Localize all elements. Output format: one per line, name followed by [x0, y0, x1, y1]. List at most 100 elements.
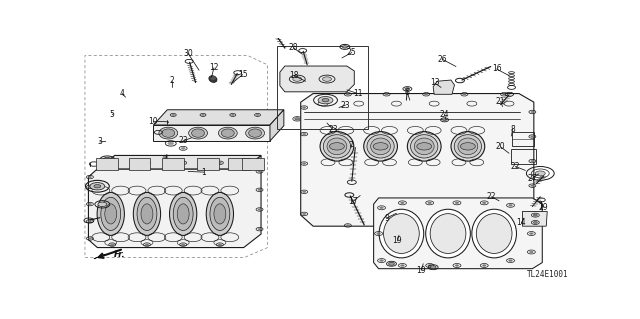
- Ellipse shape: [105, 204, 116, 224]
- Circle shape: [377, 233, 380, 234]
- Ellipse shape: [248, 129, 262, 137]
- Bar: [311, 95, 335, 112]
- Bar: [277, 46, 368, 129]
- Text: 26: 26: [437, 55, 447, 64]
- Circle shape: [242, 163, 245, 165]
- Circle shape: [455, 264, 459, 266]
- Circle shape: [303, 133, 306, 135]
- Circle shape: [502, 225, 506, 226]
- Ellipse shape: [101, 197, 121, 231]
- Circle shape: [535, 171, 545, 176]
- Circle shape: [88, 203, 92, 205]
- Text: 4: 4: [120, 89, 125, 98]
- Text: 3: 3: [97, 137, 102, 146]
- Circle shape: [380, 207, 383, 209]
- Circle shape: [531, 210, 534, 211]
- Text: 25: 25: [347, 48, 356, 57]
- Bar: [385, 95, 408, 112]
- Bar: [242, 159, 264, 170]
- Circle shape: [533, 221, 538, 224]
- Circle shape: [509, 204, 512, 206]
- Circle shape: [323, 77, 332, 81]
- Text: 16: 16: [492, 64, 502, 73]
- Ellipse shape: [214, 204, 226, 224]
- Circle shape: [483, 202, 486, 204]
- Ellipse shape: [137, 197, 157, 231]
- Text: TL24E1001: TL24E1001: [527, 270, 568, 278]
- Text: 13: 13: [430, 78, 440, 87]
- Bar: [460, 95, 484, 112]
- Ellipse shape: [364, 132, 397, 161]
- Ellipse shape: [162, 129, 175, 137]
- Circle shape: [88, 220, 92, 222]
- Circle shape: [303, 163, 306, 164]
- Ellipse shape: [159, 127, 178, 139]
- Text: 15: 15: [238, 70, 248, 79]
- Circle shape: [529, 214, 533, 216]
- Circle shape: [531, 185, 534, 186]
- Ellipse shape: [454, 135, 481, 158]
- Text: 19: 19: [392, 236, 403, 245]
- Bar: [97, 159, 118, 170]
- Circle shape: [502, 93, 506, 95]
- Circle shape: [202, 114, 204, 115]
- Text: Fr.: Fr.: [114, 250, 125, 259]
- Circle shape: [98, 202, 107, 206]
- Circle shape: [529, 251, 533, 253]
- Circle shape: [339, 98, 344, 100]
- Circle shape: [172, 114, 175, 115]
- Circle shape: [401, 202, 404, 204]
- Text: 19: 19: [417, 266, 426, 275]
- Ellipse shape: [426, 209, 470, 258]
- Text: 2: 2: [170, 76, 174, 85]
- Circle shape: [483, 264, 486, 266]
- Ellipse shape: [173, 197, 193, 231]
- Ellipse shape: [367, 135, 394, 158]
- Circle shape: [295, 118, 300, 120]
- Ellipse shape: [458, 138, 478, 155]
- Circle shape: [460, 143, 476, 150]
- Ellipse shape: [221, 129, 234, 137]
- Ellipse shape: [141, 204, 153, 224]
- Bar: [197, 159, 219, 170]
- Circle shape: [529, 233, 533, 234]
- Text: 1: 1: [202, 168, 206, 177]
- Circle shape: [425, 93, 428, 95]
- Circle shape: [88, 186, 92, 188]
- Circle shape: [425, 225, 428, 226]
- Circle shape: [256, 114, 259, 115]
- Ellipse shape: [191, 129, 205, 137]
- Polygon shape: [301, 93, 534, 226]
- Text: 29: 29: [539, 203, 548, 212]
- Circle shape: [430, 266, 436, 269]
- Text: 22: 22: [511, 162, 520, 171]
- Circle shape: [103, 157, 112, 162]
- Polygon shape: [374, 198, 542, 269]
- Bar: [163, 159, 184, 170]
- Polygon shape: [88, 155, 261, 248]
- Ellipse shape: [472, 209, 516, 258]
- Circle shape: [346, 93, 349, 95]
- Polygon shape: [97, 155, 261, 169]
- Ellipse shape: [97, 192, 124, 235]
- Circle shape: [88, 176, 92, 178]
- Bar: [422, 95, 446, 112]
- Ellipse shape: [476, 214, 512, 254]
- Polygon shape: [270, 110, 284, 141]
- Ellipse shape: [371, 138, 390, 155]
- Circle shape: [443, 119, 447, 121]
- Ellipse shape: [170, 192, 197, 235]
- Ellipse shape: [383, 214, 419, 254]
- Text: 8: 8: [510, 125, 515, 134]
- Ellipse shape: [177, 204, 189, 224]
- Polygon shape: [154, 125, 270, 141]
- Circle shape: [218, 244, 221, 245]
- Ellipse shape: [414, 138, 434, 155]
- Text: 23: 23: [340, 100, 350, 110]
- Bar: [129, 159, 150, 170]
- Ellipse shape: [206, 192, 234, 235]
- Ellipse shape: [451, 132, 484, 161]
- Circle shape: [145, 162, 148, 164]
- Circle shape: [405, 88, 410, 90]
- Text: 23: 23: [328, 125, 338, 134]
